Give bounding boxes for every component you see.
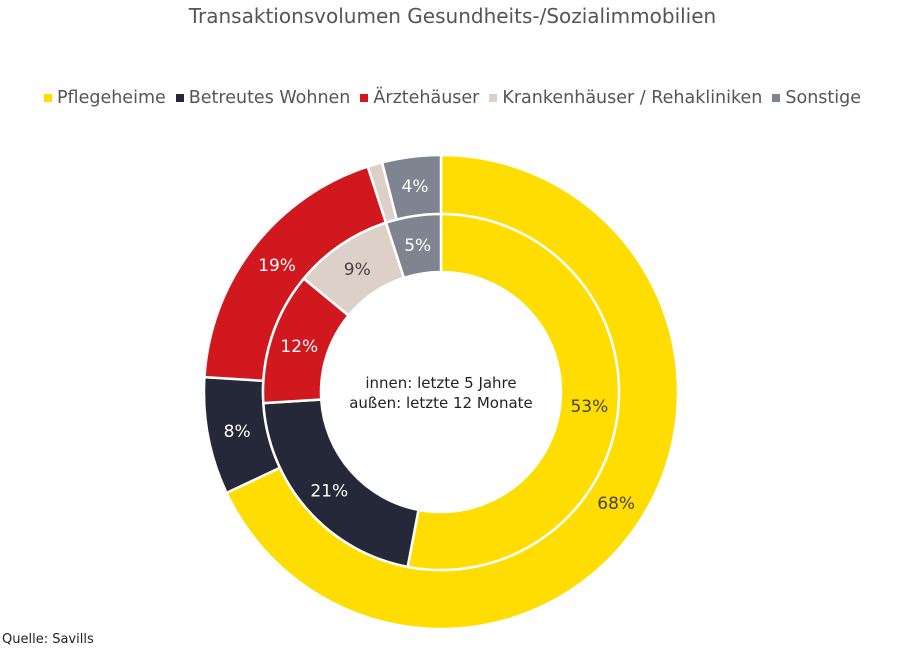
inner-data-label: 53% (570, 397, 608, 417)
inner-data-label: 9% (344, 260, 371, 280)
outer-data-label: 68% (597, 494, 635, 514)
legend: Pflegeheime Betreutes Wohnen Ärztehäuser Kr… (0, 88, 905, 108)
legend-item: Ärztehäuser (360, 88, 479, 108)
center-label: innen: letzte 5 Jahre (365, 374, 516, 392)
inner-slice-4 (384, 212, 443, 280)
inner-slice-0 (406, 212, 621, 572)
legend-label: Betreutes Wohnen (188, 88, 351, 108)
inner-data-label: 5% (404, 236, 431, 256)
source-note: Quelle: Savills (2, 632, 94, 647)
legend-item: Sonstige (772, 88, 861, 108)
chart-title: Transaktionsvolumen Gesundheits-/Soziali… (188, 4, 717, 28)
legend-item: Pflegeheime (44, 88, 166, 108)
inner-data-label: 12% (280, 337, 318, 357)
legend-label: Sonstige (785, 88, 861, 108)
legend-label: Ärztehäuser (373, 88, 480, 108)
outer-data-label: 19% (258, 256, 296, 276)
legend-swatch (175, 94, 184, 102)
legend-swatch (772, 94, 781, 102)
legend-label: Krankenhäuser / Rehakliniken (502, 88, 763, 108)
legend-item: Krankenhäuser / Rehakliniken (489, 88, 762, 108)
legend-item: Betreutes Wohnen (175, 88, 351, 108)
legend-swatch (360, 94, 369, 102)
outer-data-label: 8% (224, 422, 251, 442)
outer-data-label: 4% (402, 177, 429, 197)
legend-label: Pflegeheime (57, 88, 166, 108)
legend-swatch (489, 94, 498, 102)
inner-data-label: 21% (310, 482, 348, 502)
center-label: außen: letzte 12 Monate (349, 394, 533, 412)
legend-swatch (44, 94, 52, 102)
